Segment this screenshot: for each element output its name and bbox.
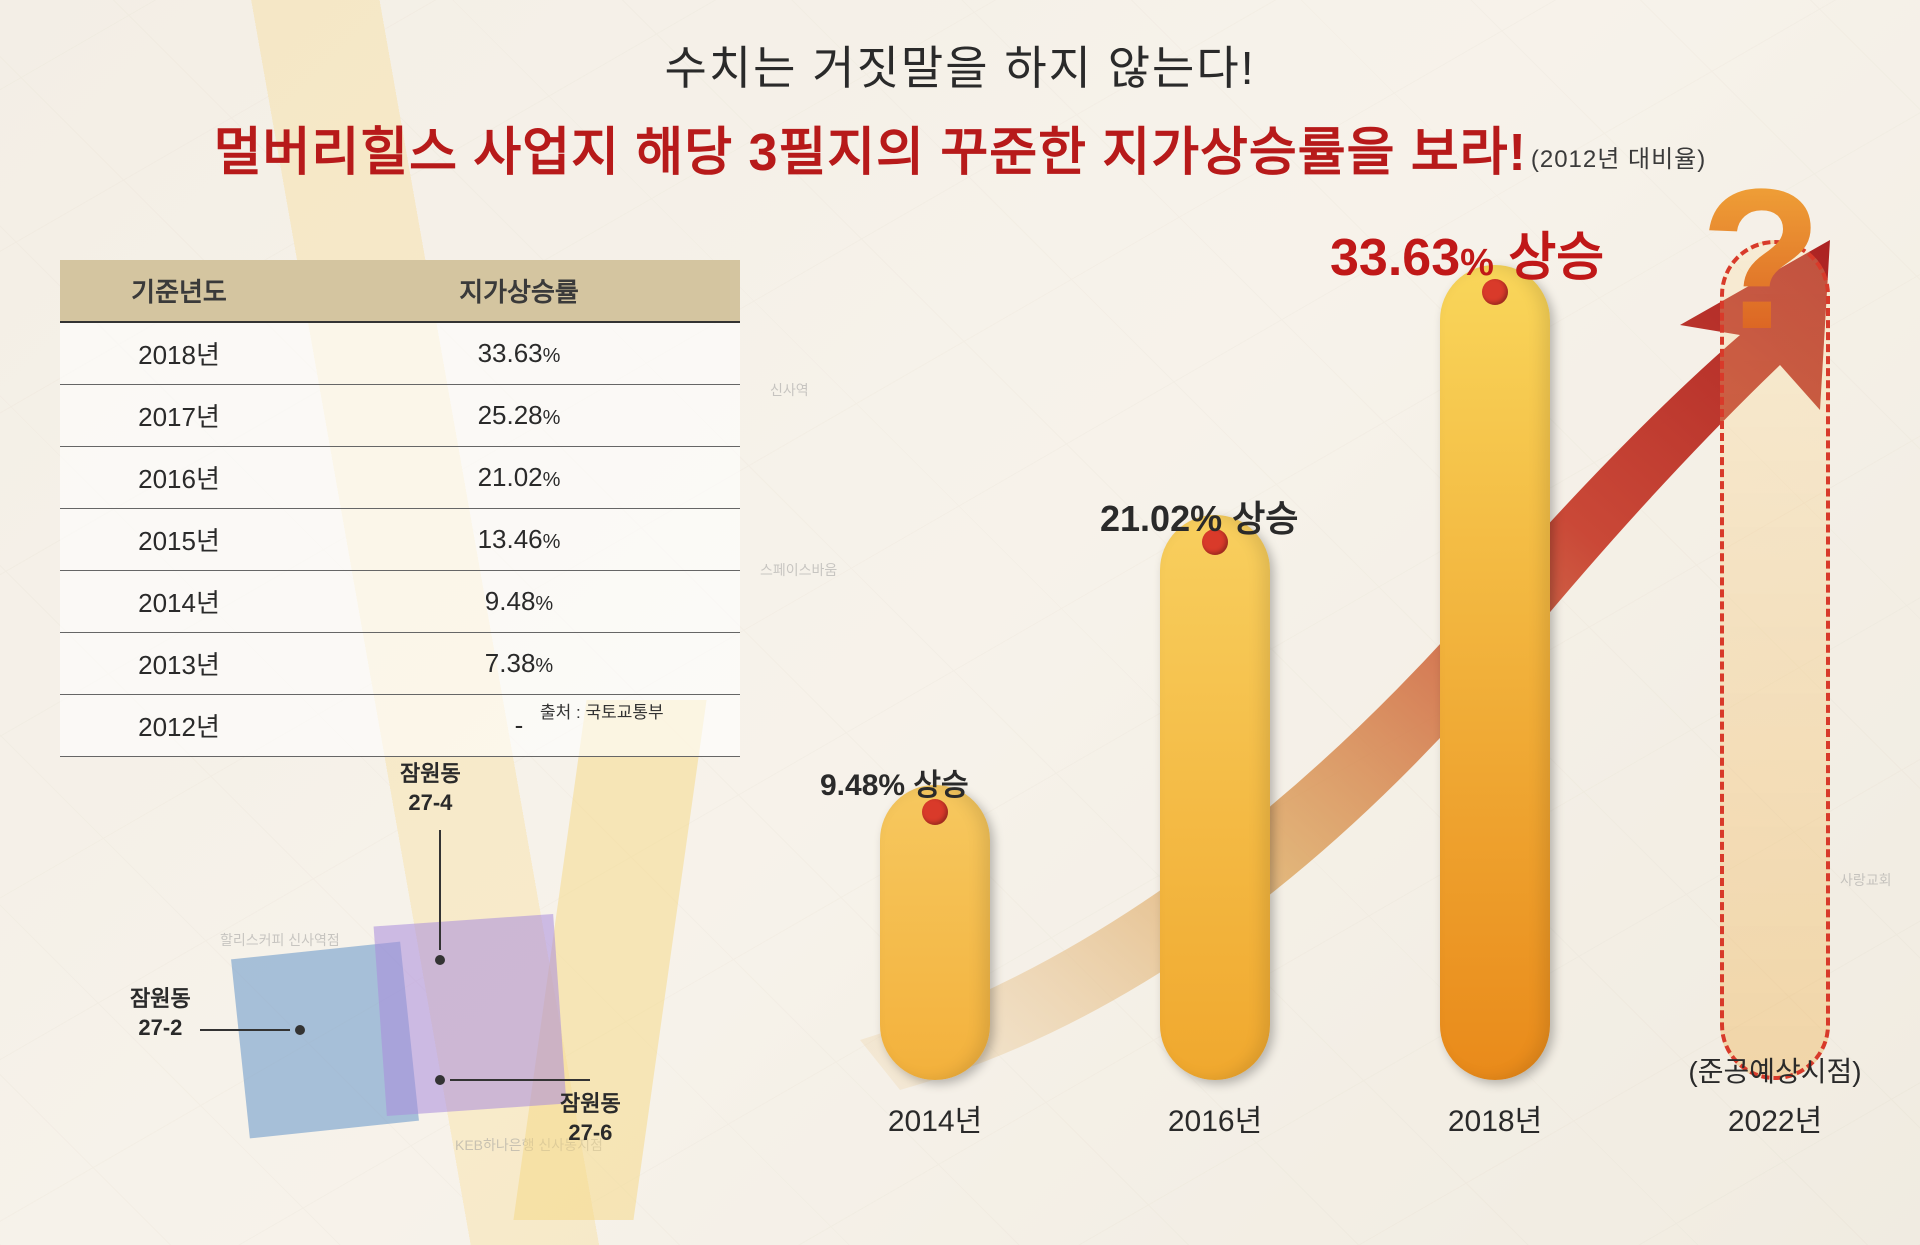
table-cell-year: 2015년 xyxy=(60,509,298,571)
table-cell-year: 2016년 xyxy=(60,447,298,509)
title-line-2: 멀버리힐스 사업지 해당 3필지의 꾸준한 지가상승률을 보라!(2012년 대… xyxy=(0,110,1920,185)
bar-2018년 xyxy=(1440,265,1550,1080)
rate-table: 기준년도 지가상승률 2018년33.63%2017년25.28%2016년21… xyxy=(60,260,740,757)
bar-value-label-highlight: 33.63% 상승 xyxy=(1330,215,1604,290)
bar-chart: 2014년9.48% 상승2016년21.02% 상승2018년33.63% 상… xyxy=(780,220,1880,1200)
table-cell-year: 2018년 xyxy=(60,322,298,385)
bar-value-label: 9.48% 상승 xyxy=(820,760,969,804)
table-row: 2016년21.02% xyxy=(60,447,740,509)
bar-value-label: 21.02% 상승 xyxy=(1100,490,1298,542)
table-cell-rate: 33.63% xyxy=(298,322,740,385)
x-axis-label: 2016년 xyxy=(1115,1096,1315,1140)
title-line-2-suffix: (2012년 대비율) xyxy=(1531,146,1706,173)
table-row: 2018년33.63% xyxy=(60,322,740,385)
table-header-rate: 지가상승률 xyxy=(298,260,740,322)
x-axis-label: 2014년 xyxy=(835,1096,1035,1140)
table-row: 2017년25.28% xyxy=(60,385,740,447)
x-axis-label: 2018년 xyxy=(1395,1096,1595,1140)
title-line-1: 수치는 거짓말을 하지 않는다! xyxy=(0,32,1920,98)
x-axis-sublabel: (준공예상시점) xyxy=(1645,1050,1905,1090)
title-line-2-main: 멀버리힐스 사업지 해당 3필지의 꾸준한 지가상승률을 보라! xyxy=(214,124,1527,182)
bar-2014년 xyxy=(880,785,990,1080)
table-source: 출처 : 국토교통부 xyxy=(540,698,664,723)
table-row: 2014년9.48% xyxy=(60,571,740,633)
table-cell-rate: 21.02% xyxy=(298,447,740,509)
bar-2016년 xyxy=(1160,515,1270,1080)
table-row: 2015년13.46% xyxy=(60,509,740,571)
table-cell-rate: 7.38% xyxy=(298,633,740,695)
x-axis-label: 2022년 xyxy=(1675,1096,1875,1140)
table-cell-year: 2012년 xyxy=(60,695,298,757)
table-header-year: 기준년도 xyxy=(60,260,298,322)
table-row: 2013년7.38% xyxy=(60,633,740,695)
callout-lines xyxy=(100,700,700,1200)
table-cell-rate: 9.48% xyxy=(298,571,740,633)
table-cell-rate: - xyxy=(298,695,740,757)
table-cell-year: 2014년 xyxy=(60,571,298,633)
table-cell-year: 2013년 xyxy=(60,633,298,695)
question-mark-icon: ? xyxy=(1700,160,1822,360)
table-cell-rate: 25.28% xyxy=(298,385,740,447)
table-cell-year: 2017년 xyxy=(60,385,298,447)
table-cell-rate: 13.46% xyxy=(298,509,740,571)
